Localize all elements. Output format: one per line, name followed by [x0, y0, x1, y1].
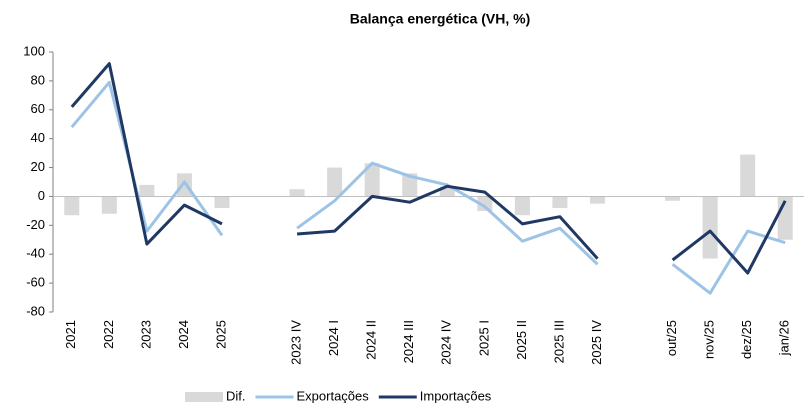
bar	[702, 196, 718, 259]
y-tick-label: -40	[26, 246, 45, 261]
x-tick-label: jan/26	[777, 320, 792, 356]
x-tick-label: 2025 III	[551, 320, 566, 363]
x-tick-label: nov/25	[702, 320, 717, 359]
bar	[364, 163, 380, 197]
x-tick-label: 2025 I	[476, 320, 491, 356]
x-tick-label: 2025 IV	[589, 320, 604, 365]
x-tick-label: 2025	[213, 320, 228, 349]
bar	[514, 196, 530, 216]
chart-title: Balança energética (VH, %)	[350, 11, 531, 27]
x-tick-label: 2022	[101, 320, 116, 349]
x-tick-label: 2024 III	[401, 320, 416, 363]
y-tick-label: -20	[26, 217, 45, 232]
y-tick-label: 60	[31, 101, 45, 116]
x-tick-label: 2021	[63, 320, 78, 349]
bar	[665, 196, 681, 201]
y-tick-label: -80	[26, 303, 45, 318]
x-tick-label: 2024 I	[326, 320, 341, 356]
x-tick-label: 2024	[176, 320, 191, 349]
bar	[552, 196, 568, 208]
x-tick-label: 2023 IV	[289, 320, 304, 365]
legend-label: Importações	[420, 388, 492, 403]
bar	[101, 196, 117, 214]
x-tick-label: 2023	[138, 320, 153, 349]
x-tick-label: 2025 II	[514, 320, 529, 360]
bar	[589, 196, 605, 204]
line	[70, 80, 786, 295]
bar	[214, 196, 230, 208]
line	[70, 62, 787, 275]
y-tick-label: 40	[31, 130, 45, 145]
y-tick-label: 80	[31, 72, 45, 87]
bar	[402, 173, 418, 197]
bar	[176, 173, 192, 197]
x-tick-label: 2024 II	[364, 320, 379, 360]
y-tick-label: 0	[38, 188, 45, 203]
bar	[64, 196, 80, 216]
bar	[439, 186, 455, 197]
bar	[477, 196, 493, 211]
bar	[289, 189, 305, 197]
x-tick-label: out/25	[664, 320, 679, 356]
x-tick-label: dez/25	[739, 320, 754, 359]
y-tick-label: 100	[23, 43, 45, 58]
legend-label: Dif.	[226, 388, 246, 403]
bar	[327, 167, 343, 197]
legend-swatch	[185, 392, 223, 402]
y-tick-label: -60	[26, 275, 45, 290]
legend-label: Exportações	[297, 388, 370, 403]
y-tick-label: 20	[31, 159, 45, 174]
x-tick-label: 2024 IV	[439, 320, 454, 365]
bar	[740, 154, 756, 197]
bar	[139, 184, 155, 197]
